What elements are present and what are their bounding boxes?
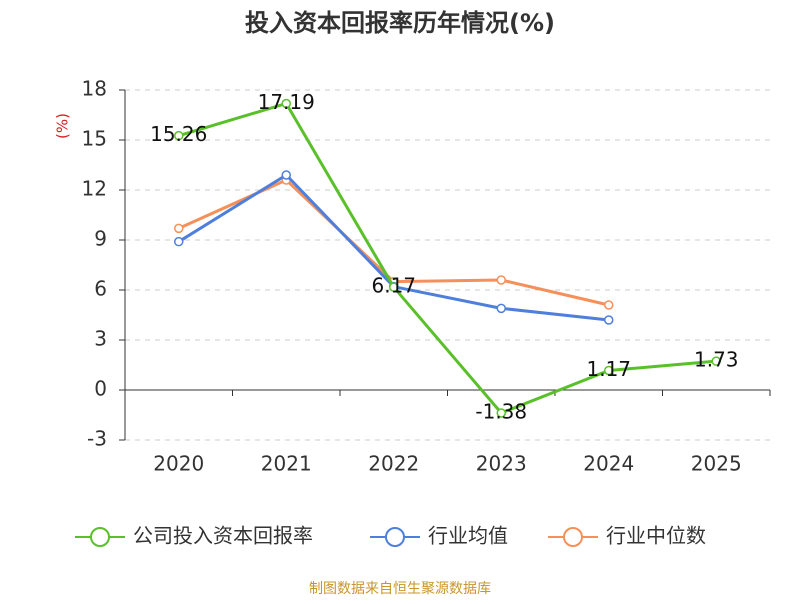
- data-point: [711, 356, 721, 366]
- data-point: [604, 300, 614, 310]
- chart-title: 投入资本回报率历年情况(%): [245, 9, 555, 37]
- legend-marker: [385, 527, 405, 547]
- y-tick-label: 3: [94, 327, 107, 351]
- x-tick-label: 2025: [691, 452, 742, 476]
- data-label: 1.17: [586, 357, 631, 381]
- y-tick-label: 12: [82, 177, 107, 201]
- legend-label: 行业中位数: [606, 524, 706, 548]
- source-note: 制图数据来自恒生聚源数据库: [309, 581, 491, 597]
- data-label: 17.19: [258, 90, 315, 114]
- y-tick-label: 18: [82, 77, 107, 101]
- data-point: [389, 282, 399, 292]
- data-label: 1.73: [694, 348, 739, 372]
- data-label: 6.17: [371, 274, 416, 298]
- legend-marker: [90, 527, 110, 547]
- y-tick-label: 6: [94, 277, 107, 301]
- x-tick-label: 2023: [476, 452, 527, 476]
- data-label: -1.38: [475, 400, 527, 424]
- y-tick-label: -3: [87, 427, 107, 451]
- x-tick-label: 2022: [368, 452, 419, 476]
- data-point: [281, 170, 291, 180]
- data-point: [174, 130, 184, 141]
- series-line: [178, 101, 717, 415]
- data-point: [496, 303, 506, 314]
- x-tick-label: 2024: [583, 452, 634, 476]
- y-axis-label: (%): [54, 113, 72, 139]
- data-point: [174, 223, 184, 234]
- data-point: [174, 236, 184, 247]
- y-tick-label: 0: [94, 377, 107, 401]
- data-point: [281, 98, 291, 109]
- x-tick-label: 2021: [261, 452, 312, 476]
- legend-label: 行业均值: [428, 524, 508, 548]
- data-label: 15.26: [150, 122, 207, 146]
- x-tick-label: 2020: [153, 452, 204, 476]
- y-tick-label: 15: [82, 127, 107, 151]
- data-point: [604, 365, 614, 376]
- data-point: [496, 275, 506, 285]
- y-tick-label: 9: [94, 227, 107, 251]
- legend-label: 公司投入资本回报率: [133, 524, 313, 548]
- data-point: [604, 315, 614, 325]
- legend-marker: [563, 527, 583, 547]
- data-point: [496, 408, 506, 418]
- series-line: [177, 173, 609, 322]
